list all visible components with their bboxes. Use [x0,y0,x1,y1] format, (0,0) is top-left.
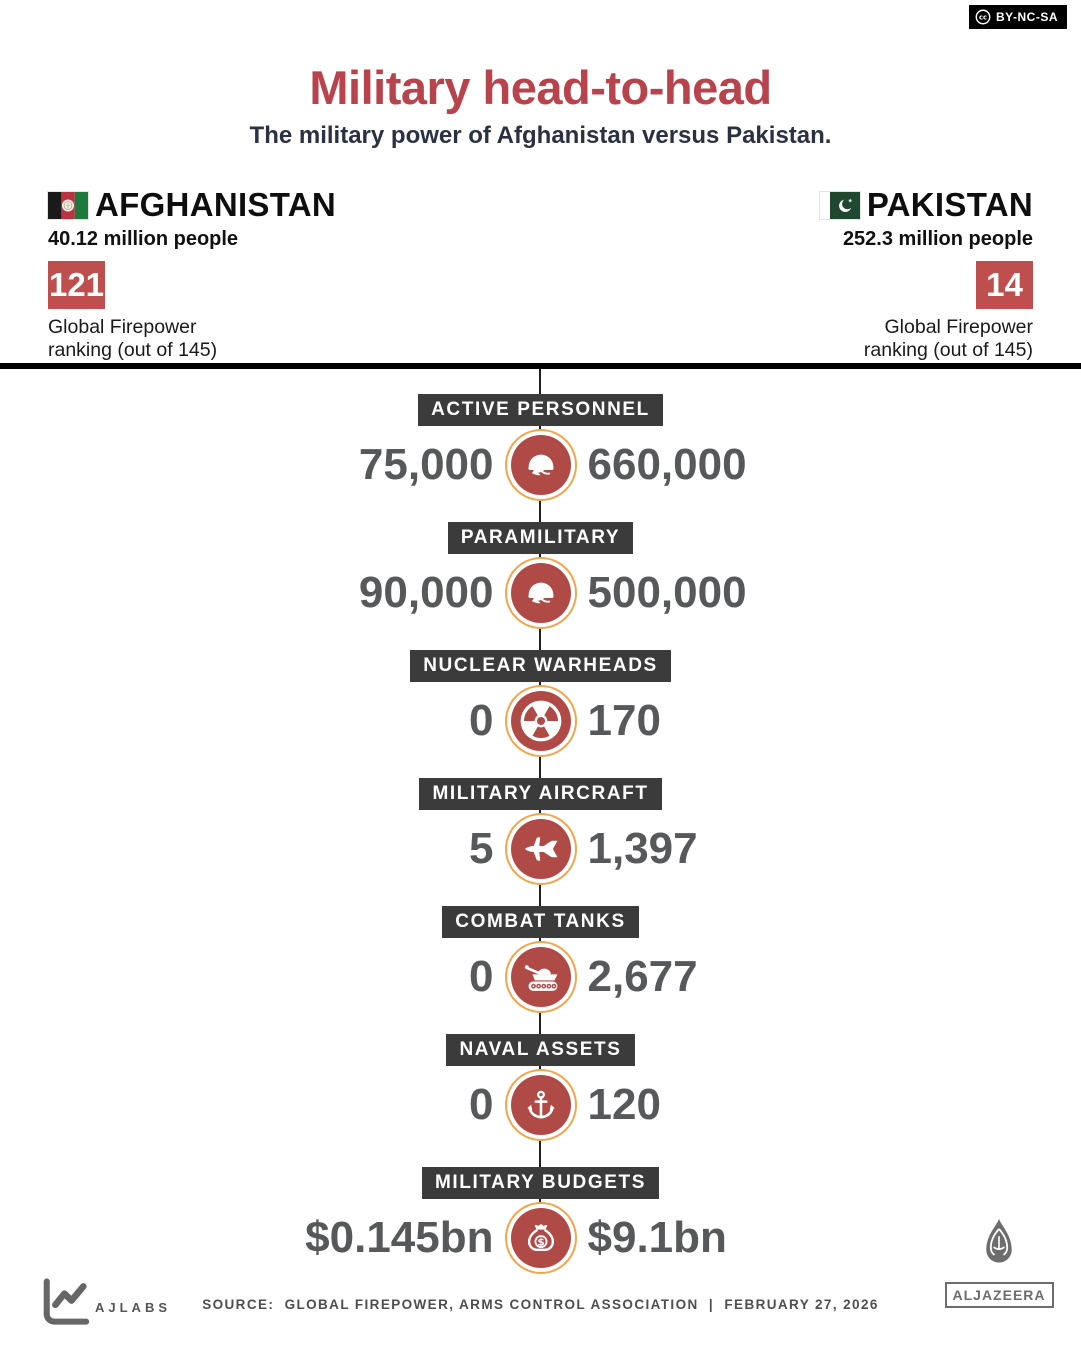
cc-icon: cc [975,9,991,25]
rank-caption-line2: ranking (out of 145) [863,339,1033,361]
header-divider [0,363,1081,369]
left-country-value: $0.145bn [305,1213,494,1262]
rank-caption-pakistan: Global Firepower ranking (out of 145) [603,316,1033,362]
money-bag-icon [510,1208,571,1268]
page-title: Military head-to-head [309,61,772,114]
ajlabs-label: AJLABS [95,1299,172,1315]
source-line: SOURCE: GLOBAL FIREPOWER, ARMS CONTROL A… [202,1297,879,1312]
right-country-value: 170 [587,696,661,745]
comparison-label: COMBAT TANKS [442,906,639,938]
right-country-value: 500,000 [587,568,747,617]
left-country-value: 0 [469,1080,494,1129]
pakistan-flag-icon [818,190,861,220]
right-country-value: 120 [587,1080,661,1129]
country-block-pakistan: PAKISTAN 252.3 million people 14 Global … [603,186,1033,362]
right-country-value: $9.1bn [587,1213,727,1262]
afghanistan-flag-icon [47,190,89,220]
country-block-afghanistan: AFGHANISTAN 40.12 million people 121 Glo… [47,186,478,362]
comparison-label: MILITARY AIRCRAFT [419,778,662,810]
comparison-row: NAVAL ASSETS 0 120 [0,1034,1081,1135]
jet-icon [510,819,571,879]
center-spine [539,369,541,1262]
comparison-row: ACTIVE PERSONNEL 75,000 660,000 [0,394,1081,495]
ajlabs-logo: AJLABS [36,1274,171,1330]
rank-caption-line1: Global Firepower [884,316,1033,338]
comparison-label: NAVAL ASSETS [446,1034,635,1066]
license-label: BY-NC-SA [995,10,1058,24]
svg-text:cc: cc [979,14,987,22]
rank-badge-pakistan: 14 [976,261,1033,309]
country-name-pakistan: PAKISTAN [866,186,1033,223]
left-country-value: 90,000 [358,568,494,617]
population-afghanistan: 40.12 million people [48,228,239,250]
tank-icon [510,947,571,1007]
population-pakistan: 252.3 million people [842,228,1033,250]
aljazeera-label: ALJAZEERA [944,1282,1054,1308]
license-badge: cc BY-NC-SA [968,5,1067,29]
comparison-label: NUCLEAR WARHEADS [410,650,671,682]
left-country-value: 0 [469,696,494,745]
left-country-value: 5 [469,824,494,873]
comparison-row: PARAMILITARY 90,000 500,000 [0,522,1081,623]
left-country-value: 75,000 [358,440,494,489]
right-country-value: 2,677 [587,952,698,1001]
page-subtitle: The military power of Afghanistan versus… [249,122,832,149]
comparison-label: ACTIVE PERSONNEL [418,394,663,426]
comparison-row: MILITARY AIRCRAFT 5 1,397 [0,778,1081,879]
country-name-afghanistan: AFGHANISTAN [95,186,337,223]
helmet-icon [510,435,571,495]
left-country-value: 0 [469,952,494,1001]
rank-caption-afghanistan: Global Firepower ranking (out of 145) [48,316,478,362]
rank-caption-line1: Global Firepower [48,316,197,338]
right-country-value: 660,000 [587,440,747,489]
aljazeera-logo: ALJAZEERA [944,1218,1054,1308]
anchor-icon [510,1075,571,1135]
radiation-icon [510,691,571,751]
comparison-row: COMBAT TANKS 0 2,677 [0,906,1081,1007]
aljazeera-flame-icon [986,1218,1012,1263]
helmet-icon [510,563,571,623]
rank-badge-afghanistan: 121 [48,261,105,309]
right-country-value: 1,397 [587,824,698,873]
ajlabs-chart-icon [43,1278,90,1325]
comparison-row: NUCLEAR WARHEADS 0 170 [0,650,1081,751]
comparison-label: PARAMILITARY [447,522,634,554]
comparison-row: MILITARY BUDGETS $0.145bn $9.1bn [0,1167,1081,1268]
comparison-label: MILITARY BUDGETS [421,1167,660,1199]
rank-caption-line2: ranking (out of 145) [48,339,218,361]
